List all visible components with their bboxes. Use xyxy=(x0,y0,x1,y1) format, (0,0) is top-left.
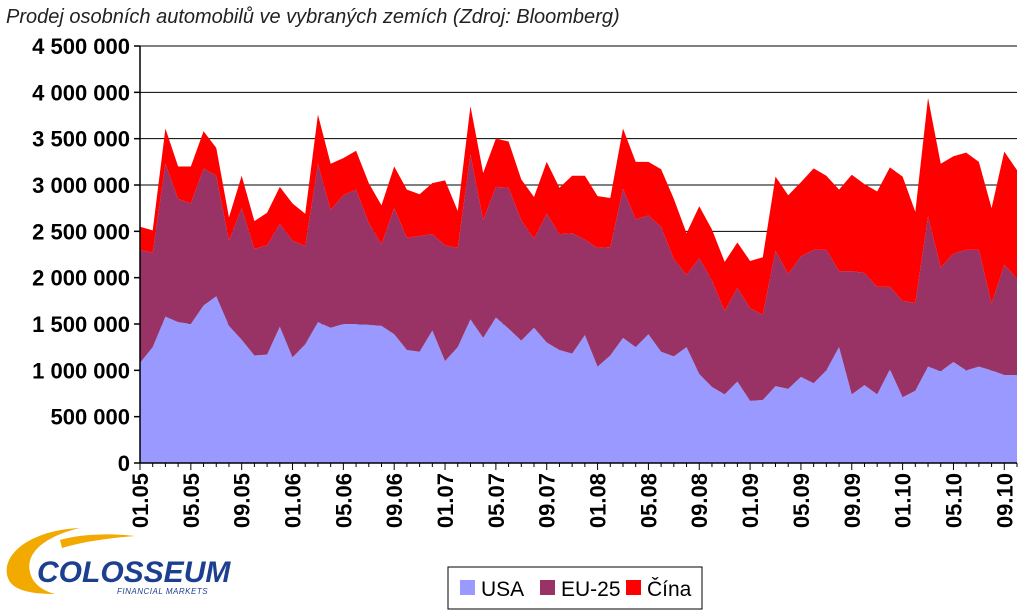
y-tick-label: 1 000 000 xyxy=(32,358,130,383)
y-tick-label: 3 000 000 xyxy=(32,173,130,198)
legend-label-cina: Čína xyxy=(647,578,692,601)
legend-swatch-eu25 xyxy=(540,580,555,595)
chart-title: Prodej osobních automobilů ve vybraných … xyxy=(6,6,620,28)
x-tick-label: 01.06 xyxy=(281,473,306,528)
area-series xyxy=(140,97,1017,463)
legend-box xyxy=(447,566,703,610)
x-tick-label: 05.08 xyxy=(636,473,661,528)
x-tick-label: 05.07 xyxy=(484,473,509,528)
x-tick-label: 05.05 xyxy=(179,473,204,528)
logo-subtext: FINANCIAL MARKETS xyxy=(117,587,208,596)
y-tick-label: 0 xyxy=(118,451,130,476)
x-tick-label: 09.05 xyxy=(230,473,255,528)
x-tick-label: 09.07 xyxy=(535,473,560,528)
y-tick-label: 3 500 000 xyxy=(32,127,130,152)
legend-label-usa: USA xyxy=(481,578,524,601)
x-tick-label: 05.06 xyxy=(331,473,356,528)
legend-swatch-usa xyxy=(460,580,475,595)
x-tick-labels: 01.05 05.05 09.05 01.06 05.06 09.06 01.07 05.07… xyxy=(128,473,1017,528)
area-series-eu-25 xyxy=(140,154,1017,401)
x-tick-label: 01.05 xyxy=(128,473,153,528)
x-tick-label: 09.10 xyxy=(992,473,1017,528)
x-tick-label: 01.07 xyxy=(433,473,458,528)
y-tick-label: 500 000 xyxy=(50,405,130,430)
x-tick-label: 01.09 xyxy=(738,473,763,528)
y-tick-label: 1 500 000 xyxy=(32,312,130,337)
area-series--na xyxy=(140,97,1017,315)
x-tick-label: 01.10 xyxy=(891,473,916,528)
legend: USA EU-25 Čína xyxy=(447,566,703,610)
x-tick-label: 05.10 xyxy=(941,473,966,528)
logo-swoosh-accent-icon xyxy=(60,534,135,548)
y-tick-label: 2 000 000 xyxy=(32,266,130,291)
y-tick-label: 2 500 000 xyxy=(32,219,130,244)
x-tick-label: 09.06 xyxy=(382,473,407,528)
colosseum-logo: COLOSSEUM FINANCIAL MARKETS xyxy=(6,528,231,596)
logo-swoosh-icon xyxy=(6,528,81,594)
logo-text: COLOSSEUM xyxy=(37,556,231,589)
y-tick-labels: 0 500 000 1 000 000 1 500 000 2 000 000 2 500… xyxy=(32,34,130,476)
area-series-usa xyxy=(140,296,1017,463)
x-tick-label: 05.09 xyxy=(789,473,814,528)
legend-swatch-cina xyxy=(626,580,641,595)
y-tick-label: 4 500 000 xyxy=(32,34,130,59)
x-tick-label: 09.08 xyxy=(687,473,712,528)
x-tick-label: 09.09 xyxy=(840,473,865,528)
x-tick-label: 01.08 xyxy=(586,473,611,528)
y-tick-label: 4 000 000 xyxy=(32,80,130,105)
legend-label-eu25: EU-25 xyxy=(561,578,621,601)
axes xyxy=(134,45,1018,470)
